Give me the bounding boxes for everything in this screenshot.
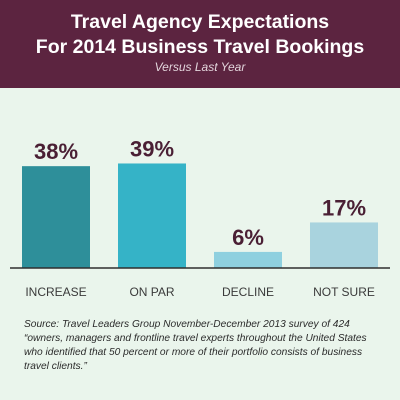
bar-not-sure bbox=[310, 222, 378, 268]
category-label-decline: DECLINE bbox=[222, 285, 274, 299]
value-label-increase: 38% bbox=[34, 139, 78, 164]
bar-increase bbox=[22, 166, 90, 268]
chart-title: Travel Agency Expectations For 2014 Busi… bbox=[35, 11, 365, 58]
bar-decline bbox=[214, 251, 282, 268]
value-label-not-sure: 17% bbox=[322, 195, 366, 220]
source-note: Source: Travel Leaders Group November-De… bbox=[24, 319, 367, 372]
chart-header: Travel Agency Expectations For 2014 Busi… bbox=[0, 0, 400, 88]
chart-subtitle: Versus Last Year bbox=[154, 60, 246, 74]
value-label-decline: 6% bbox=[232, 225, 264, 250]
bar-chart: 38% INCREASE 39% ON PAR 6% DECLINE 17% NOT SURE bbox=[10, 136, 390, 299]
value-label-on-par: 39% bbox=[130, 136, 174, 161]
category-label-increase: INCREASE bbox=[25, 285, 86, 299]
category-label-on-par: ON PAR bbox=[129, 285, 174, 299]
bar-on-par bbox=[118, 163, 186, 268]
category-label-not-sure: NOT SURE bbox=[313, 285, 375, 299]
